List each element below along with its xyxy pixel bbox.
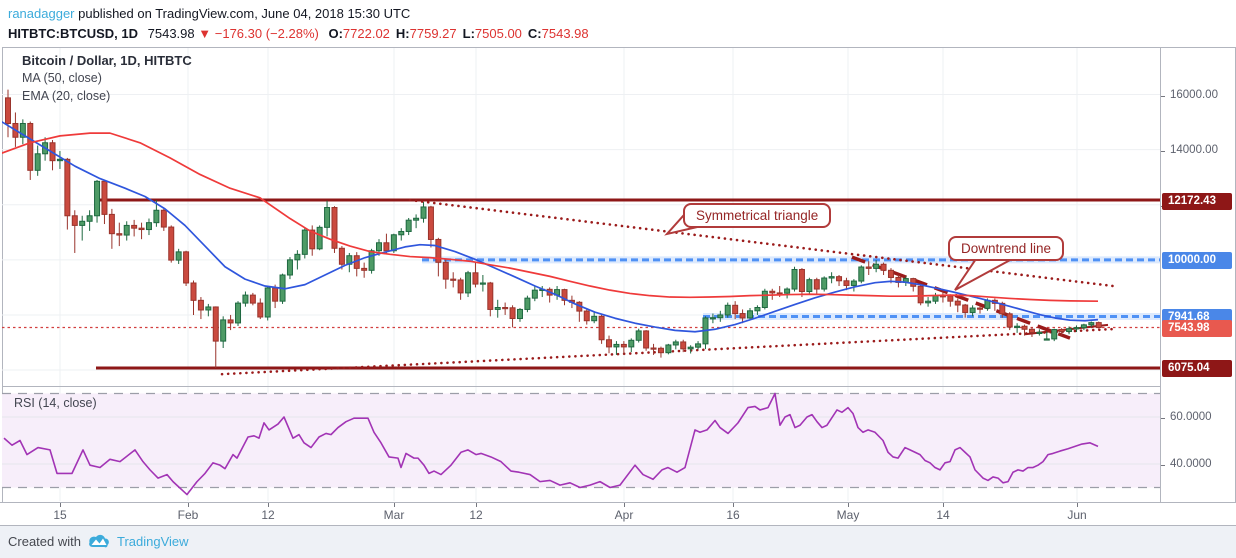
tradingview-logo-icon bbox=[89, 534, 109, 548]
candlestick-series bbox=[5, 89, 1102, 368]
ohlc-label: C: bbox=[527, 26, 542, 42]
time-tick-label: May bbox=[836, 508, 860, 522]
time-tick-label: Feb bbox=[177, 508, 199, 522]
time-tick bbox=[188, 503, 189, 507]
price-badge-7543.98: 7543.98 bbox=[1162, 320, 1232, 337]
symbol-bar: HITBTC:BTCUSD, 1D 7543.98 ▼ −176.30 (−2.… bbox=[8, 24, 589, 44]
rsi-tick bbox=[1161, 418, 1165, 419]
rsi-legend[interactable]: RSI (14, close) bbox=[14, 396, 97, 410]
legend-ma50[interactable]: MA (50, close) bbox=[22, 71, 102, 86]
ohlc-label: L: bbox=[462, 26, 475, 42]
ohlc-label: O: bbox=[328, 26, 343, 42]
footer-strip: Created with TradingView bbox=[0, 526, 1236, 558]
username-link[interactable]: ranadagger bbox=[8, 6, 75, 21]
legend-ema20[interactable]: EMA (20, close) bbox=[22, 88, 111, 103]
time-tick-label: 12 bbox=[261, 508, 275, 522]
ma50-line bbox=[2, 132, 1099, 303]
price-badge-12172.43: 12172.43 bbox=[1162, 192, 1232, 210]
time-tick bbox=[733, 503, 734, 507]
trend-line bbox=[220, 327, 1117, 376]
price-tick bbox=[1161, 95, 1165, 97]
ohlc-value: 7722.02 bbox=[342, 26, 390, 42]
price-badge-10000.00: 10000.00 bbox=[1162, 252, 1232, 270]
time-tick bbox=[624, 503, 625, 507]
ohlc-value: 7543.98 bbox=[541, 26, 589, 42]
time-tick bbox=[60, 503, 61, 507]
trend-line bbox=[408, 198, 1115, 288]
chart-frame bbox=[2, 47, 1160, 502]
price-tick bbox=[1161, 150, 1165, 152]
ohlc-values: O:7722.02 H:7759.27 L:7505.00 C:7543.98 bbox=[322, 26, 588, 41]
ohlc-value: 7759.27 bbox=[409, 26, 457, 42]
time-tick bbox=[1077, 503, 1078, 507]
rsi-line bbox=[3, 392, 1099, 496]
tradingview-brand-link[interactable]: TradingView bbox=[116, 534, 189, 549]
time-axis[interactable]: 15 Feb 12 Mar 12 Apr 16 May 14 Jun bbox=[0, 502, 1236, 526]
created-with-label: Created with bbox=[8, 534, 81, 549]
time-tick bbox=[848, 503, 849, 507]
ohlc-label: H: bbox=[395, 26, 410, 42]
down-arrow-icon: ▼ bbox=[198, 26, 212, 42]
time-tick bbox=[943, 503, 944, 507]
time-tick-label: Jun bbox=[1067, 508, 1087, 522]
time-tick-label: Apr bbox=[614, 508, 634, 522]
chart-canvas[interactable] bbox=[2, 47, 1160, 502]
last-price: 7543.98 bbox=[147, 26, 195, 42]
pane-separator[interactable] bbox=[2, 386, 1160, 387]
symbol-title[interactable]: HITBTC:BTCUSD, 1D bbox=[8, 26, 138, 42]
callout-symmetrical-triangle[interactable]: Symmetrical triangle bbox=[683, 203, 832, 228]
price-badge-6075.04: 6075.04 bbox=[1162, 360, 1232, 378]
rsi-label: 40.0000 bbox=[1170, 458, 1212, 470]
time-tick-label: Mar bbox=[383, 508, 405, 522]
price-label: 14000.00 bbox=[1170, 143, 1218, 156]
time-tick-label: 14 bbox=[936, 508, 950, 522]
callout-downtrend-line[interactable]: Downtrend line bbox=[948, 236, 1065, 261]
ma-overlays bbox=[2, 120, 1099, 333]
byline: ranadagger published on TradingView.com,… bbox=[8, 4, 589, 24]
rsi-label: 60.0000 bbox=[1170, 411, 1212, 423]
time-tick bbox=[268, 503, 269, 507]
price-change: −176.30 (−2.28%) bbox=[214, 26, 319, 42]
trend-line bbox=[851, 255, 1071, 340]
time-tick-label: 12 bbox=[469, 508, 483, 522]
main-legend: Bitcoin / Dollar, 1D, HITBTC MA (50, clo… bbox=[22, 52, 192, 105]
byline-text: published on TradingView.com, June 04, 2… bbox=[74, 6, 411, 21]
time-tick-label: 15 bbox=[53, 508, 67, 522]
time-tick bbox=[394, 503, 395, 507]
price-axis[interactable]: 16000.0014000.0012000.0060.000040.000012… bbox=[1160, 47, 1236, 502]
time-tick-label: 16 bbox=[726, 508, 740, 522]
ema20-line bbox=[2, 120, 1099, 333]
legend-symbol[interactable]: Bitcoin / Dollar, 1D, HITBTC bbox=[22, 53, 192, 68]
time-tick bbox=[476, 503, 477, 507]
rsi-pane bbox=[2, 392, 1160, 489]
rsi-tick bbox=[1161, 465, 1165, 466]
price-label: 16000.00 bbox=[1170, 88, 1218, 101]
header: ranadagger published on TradingView.com,… bbox=[8, 4, 589, 44]
ohlc-value: 7505.00 bbox=[474, 26, 522, 42]
